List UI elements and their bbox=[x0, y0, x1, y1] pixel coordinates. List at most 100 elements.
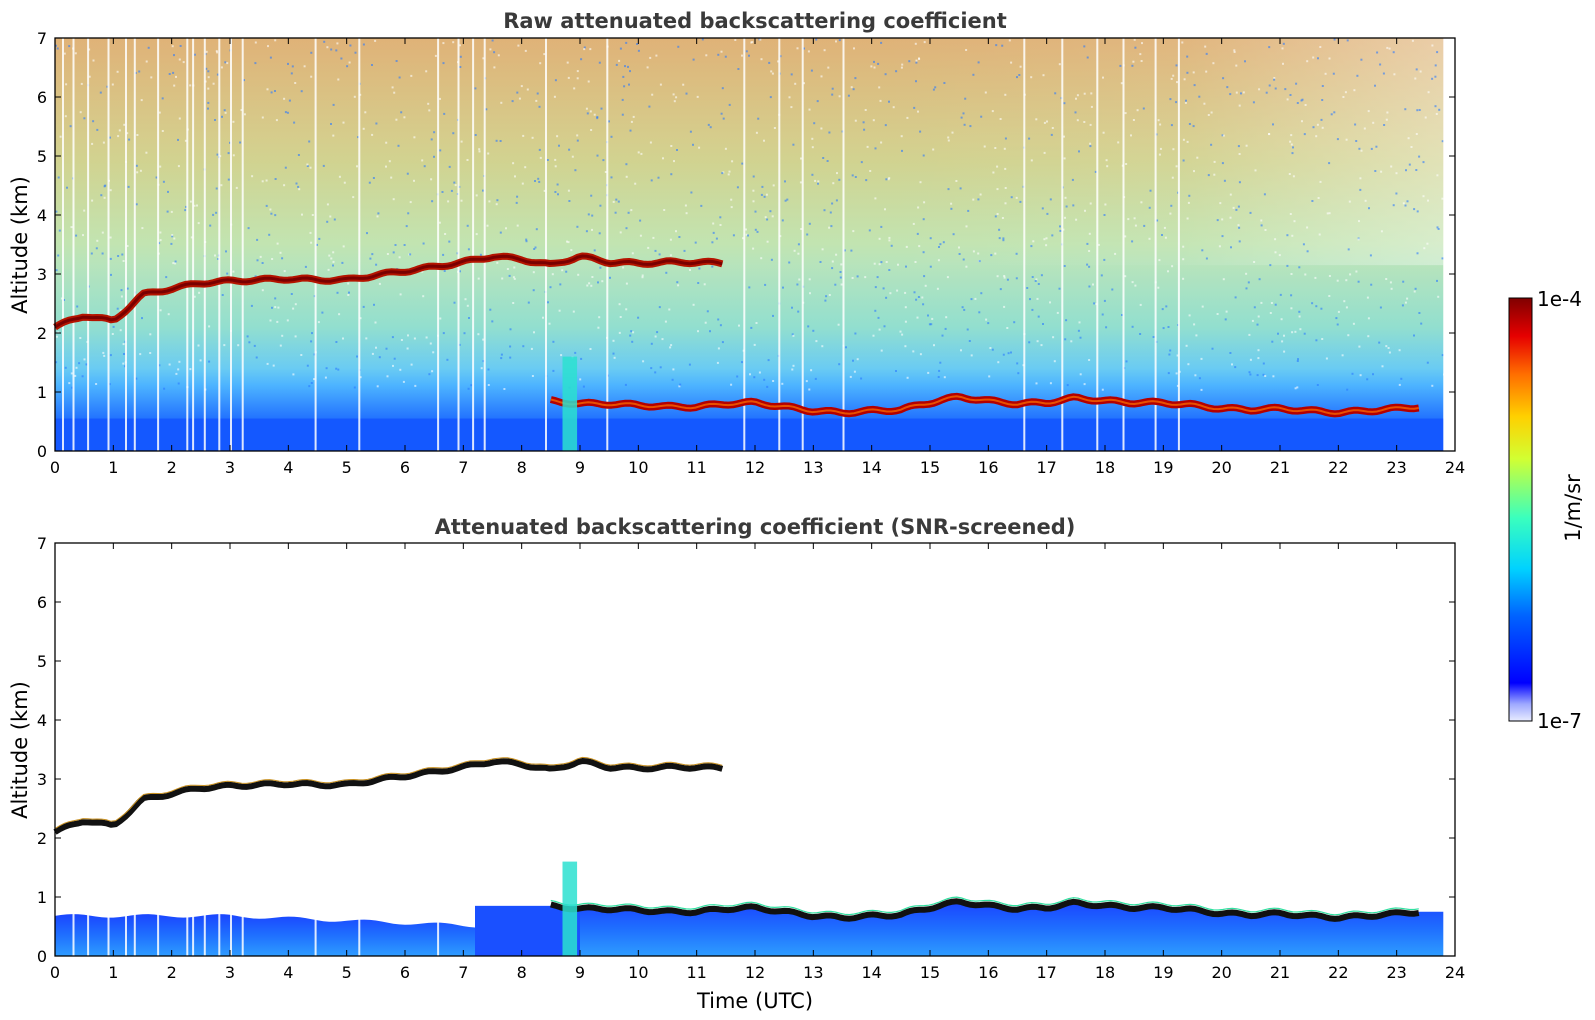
panel-raw-y-ticks: 0 1 2 3 4 5 6 7 bbox=[37, 29, 1455, 461]
x-tick-label: 1 bbox=[108, 458, 118, 477]
x-tick-label: 3 bbox=[225, 458, 235, 477]
y-tick-label: 1 bbox=[37, 888, 47, 907]
x-tick-label: 9 bbox=[575, 963, 585, 982]
colorbar: 1e-4 1e-7 1/m/sr bbox=[1508, 287, 1585, 733]
x-tick-label: 14 bbox=[861, 458, 881, 477]
x-tick-label: 21 bbox=[1270, 458, 1290, 477]
screened-aerosol-plume bbox=[562, 861, 578, 956]
colorbar-min-label: 1e-7 bbox=[1537, 709, 1582, 733]
x-tick-label: 23 bbox=[1386, 963, 1406, 982]
x-tick-label: 7 bbox=[458, 458, 468, 477]
x-tick-label: 13 bbox=[803, 458, 823, 477]
x-tick-label: 17 bbox=[1036, 963, 1056, 982]
y-tick-label: 3 bbox=[37, 265, 47, 284]
x-tick-label: 22 bbox=[1328, 458, 1348, 477]
x-tick-label: 5 bbox=[342, 458, 352, 477]
x-tick-label: 2 bbox=[167, 963, 177, 982]
x-tick-label: 12 bbox=[745, 458, 765, 477]
x-tick-label: 19 bbox=[1153, 963, 1173, 982]
screened-early-boundary-layer bbox=[55, 914, 475, 956]
x-tick-label: 0 bbox=[50, 458, 60, 477]
panel-raw: Raw attenuated backscattering coefficien… bbox=[8, 9, 1465, 477]
panel-raw-plot bbox=[53, 38, 1455, 451]
y-tick-label: 7 bbox=[37, 29, 47, 48]
x-tick-label: 12 bbox=[745, 963, 765, 982]
y-tick-label: 5 bbox=[37, 147, 47, 166]
x-tick-label: 24 bbox=[1445, 458, 1465, 477]
x-tick-label: 14 bbox=[861, 963, 881, 982]
x-tick-label: 15 bbox=[920, 458, 940, 477]
y-tick-label: 2 bbox=[37, 829, 47, 848]
panel-screened-y-ticks: 0 1 2 3 4 5 6 7 bbox=[37, 534, 1455, 966]
x-tick-label: 1 bbox=[108, 963, 118, 982]
y-tick-label: 5 bbox=[37, 652, 47, 671]
colorbar-max-label: 1e-4 bbox=[1537, 287, 1582, 311]
panel-raw-title: Raw attenuated backscattering coefficien… bbox=[503, 9, 1007, 33]
x-tick-label: 20 bbox=[1211, 458, 1231, 477]
screened-cloud-layer-edge bbox=[54, 756, 723, 830]
panel-raw-x-ticks: 0 1 2 3 4 5 6 7 8 9 10 11 12 13 14 15 16 17 18 19 20 21 22 23 24 bbox=[50, 38, 1465, 477]
y-tick-label: 3 bbox=[37, 770, 47, 789]
x-tick-label: 16 bbox=[978, 963, 998, 982]
x-tick-label: 20 bbox=[1211, 963, 1231, 982]
screened-boundary-layer-top bbox=[550, 898, 1420, 922]
colorbar-gradient bbox=[1508, 297, 1533, 722]
screened-cloud-layer bbox=[53, 758, 724, 835]
y-tick-label: 4 bbox=[37, 711, 47, 730]
raw-boundary-layer-core bbox=[550, 395, 1419, 415]
panel-screened: Attenuated backscattering coefficient (S… bbox=[8, 515, 1465, 1013]
y-tick-label: 0 bbox=[37, 947, 47, 966]
x-tick-label: 17 bbox=[1036, 458, 1056, 477]
panel-screened-frame bbox=[54, 542, 1456, 957]
x-tick-label: 4 bbox=[283, 963, 293, 982]
x-tick-label: 24 bbox=[1445, 963, 1465, 982]
x-tick-label: 18 bbox=[1095, 963, 1115, 982]
x-tick-label: 2 bbox=[167, 458, 177, 477]
x-tick-label: 15 bbox=[920, 963, 940, 982]
x-tick-label: 8 bbox=[517, 963, 527, 982]
y-tick-label: 1 bbox=[37, 383, 47, 402]
y-tick-label: 6 bbox=[37, 88, 47, 107]
x-tick-label: 6 bbox=[400, 458, 410, 477]
x-tick-label: 22 bbox=[1328, 963, 1348, 982]
panel-screened-x-ticks: 0 1 2 3 4 5 6 7 8 9 10 11 12 13 14 15 16 17 18 19 20 21 22 23 24 bbox=[50, 543, 1465, 982]
x-tick-label: 10 bbox=[628, 963, 648, 982]
x-tick-label: 9 bbox=[575, 458, 585, 477]
x-tick-label: 13 bbox=[803, 963, 823, 982]
x-tick-label: 8 bbox=[517, 458, 527, 477]
x-tick-label: 18 bbox=[1095, 458, 1115, 477]
x-tick-label: 21 bbox=[1270, 963, 1290, 982]
x-tick-label: 10 bbox=[628, 458, 648, 477]
panel-raw-y-label: Altitude (km) bbox=[8, 176, 32, 314]
x-tick-label: 7 bbox=[458, 963, 468, 982]
x-tick-label: 4 bbox=[283, 458, 293, 477]
x-tick-label: 3 bbox=[225, 963, 235, 982]
x-tick-label: 19 bbox=[1153, 458, 1173, 477]
raw-aerosol-plume bbox=[562, 356, 578, 451]
y-tick-label: 2 bbox=[37, 324, 47, 343]
raw-data-gaps bbox=[62, 38, 1180, 451]
x-tick-label: 23 bbox=[1386, 458, 1406, 477]
panel-screened-plot bbox=[53, 756, 1444, 956]
x-tick-label: 6 bbox=[400, 963, 410, 982]
panel-screened-y-label: Altitude (km) bbox=[8, 681, 32, 819]
raw-cloud-layer-core bbox=[54, 254, 723, 329]
y-tick-label: 7 bbox=[37, 534, 47, 553]
time-axis-label: Time (UTC) bbox=[696, 989, 813, 1013]
x-tick-label: 5 bbox=[342, 963, 352, 982]
x-tick-label: 11 bbox=[686, 963, 706, 982]
x-tick-label: 0 bbox=[50, 963, 60, 982]
screened-data-gaps bbox=[72, 911, 440, 956]
x-tick-label: 16 bbox=[978, 458, 998, 477]
raw-no-data bbox=[1443, 38, 1455, 451]
colorbar-unit-label: 1/m/sr bbox=[1561, 474, 1585, 542]
y-tick-label: 6 bbox=[37, 593, 47, 612]
y-tick-label: 0 bbox=[37, 442, 47, 461]
x-tick-label: 11 bbox=[686, 458, 706, 477]
screened-boundary-layer-edge bbox=[550, 896, 1419, 916]
y-tick-label: 4 bbox=[37, 206, 47, 225]
raw-upper-noise-fade bbox=[871, 38, 1444, 266]
raw-surface-layer bbox=[55, 418, 1444, 451]
panel-screened-title: Attenuated backscattering coefficient (S… bbox=[435, 515, 1076, 539]
